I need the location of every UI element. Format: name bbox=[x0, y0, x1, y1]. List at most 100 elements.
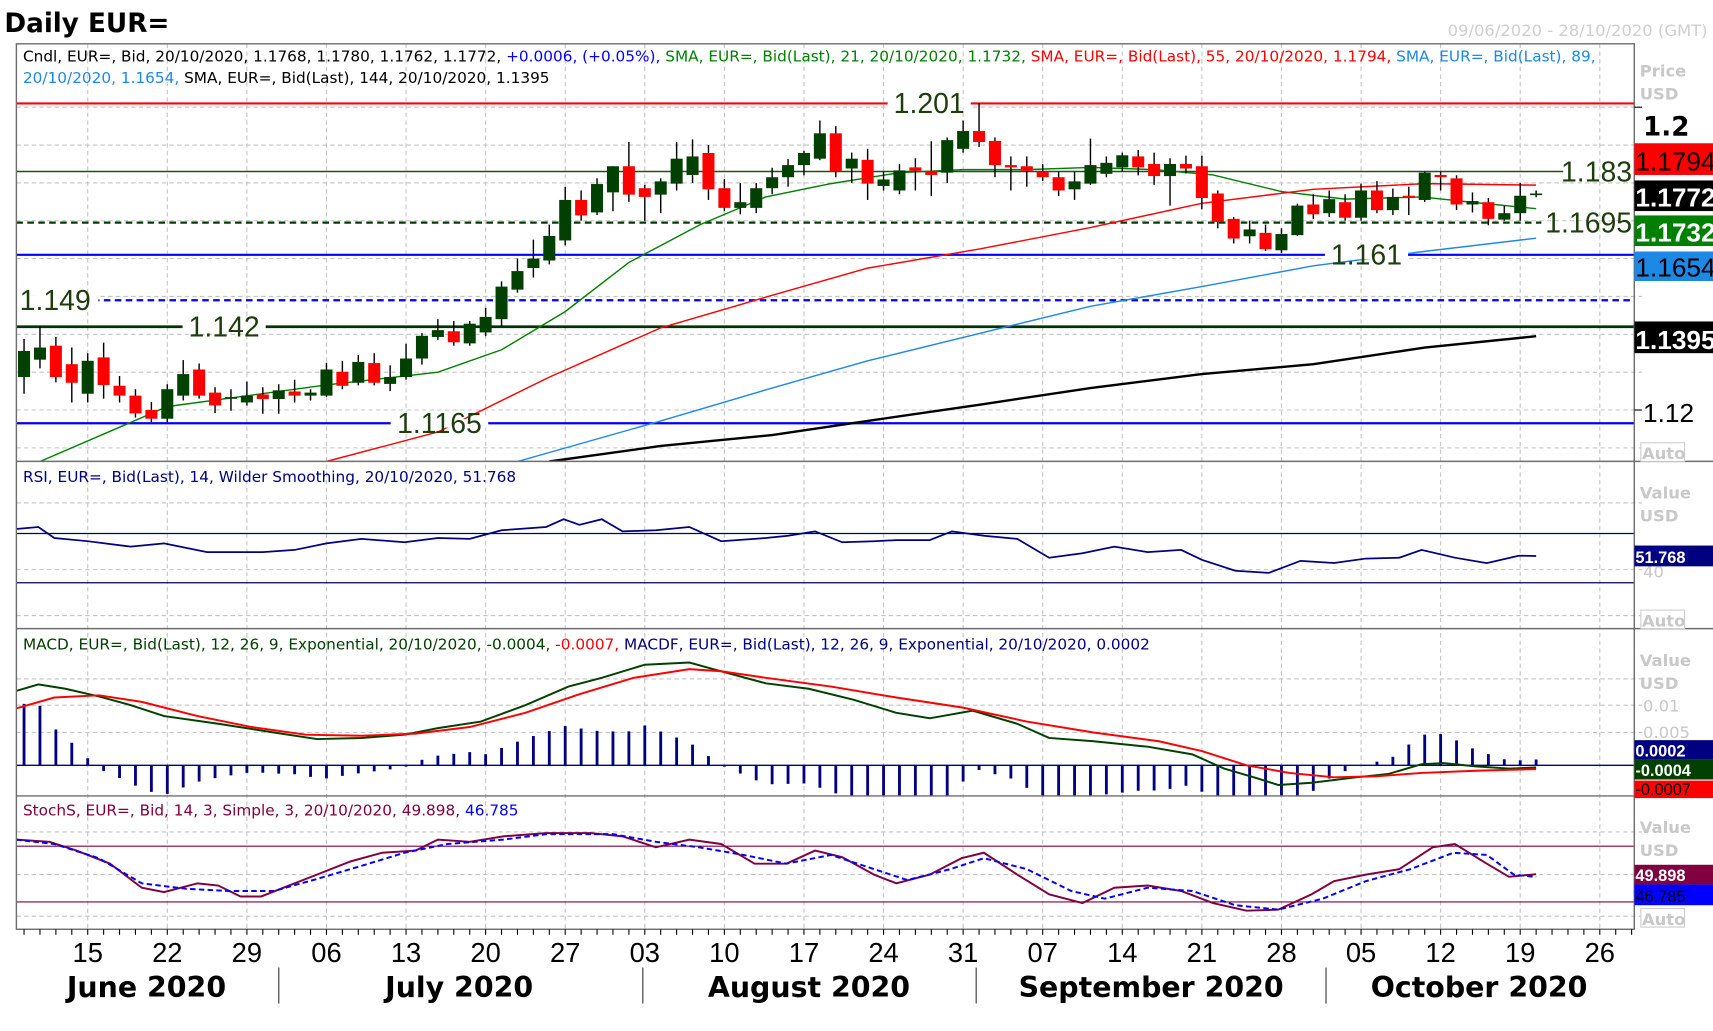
candle-body-down bbox=[97, 357, 110, 386]
candle bbox=[447, 321, 460, 346]
chart-title: Daily EUR= bbox=[4, 9, 169, 39]
candle bbox=[750, 182, 763, 214]
candle bbox=[559, 186, 572, 246]
label-gap bbox=[887, 99, 971, 108]
rsi-axis-title: Value bbox=[1640, 484, 1691, 503]
candle bbox=[766, 167, 779, 195]
auto-label: Auto bbox=[1642, 611, 1685, 630]
candle bbox=[1450, 175, 1463, 211]
candle bbox=[400, 343, 413, 380]
candle-body-down bbox=[49, 345, 62, 378]
candle-body-up bbox=[177, 374, 190, 396]
candle bbox=[1466, 192, 1479, 213]
sma-55-line bbox=[326, 182, 1537, 462]
x-tick-label: 20 bbox=[470, 937, 500, 968]
candle-body-up bbox=[1530, 193, 1543, 196]
candle bbox=[861, 148, 874, 200]
candle bbox=[1116, 152, 1129, 172]
price-value-box bbox=[1634, 143, 1713, 175]
candle bbox=[670, 142, 683, 191]
candle-body-down bbox=[925, 170, 938, 175]
month-label-september: September 2020 bbox=[1019, 971, 1284, 1004]
stoch-auto-button[interactable]: Auto bbox=[1640, 907, 1686, 929]
candle-body-up bbox=[559, 199, 572, 241]
candle-body-up bbox=[1514, 195, 1527, 214]
candle-body-down bbox=[336, 371, 349, 386]
legend-segment: 46.785 bbox=[460, 802, 518, 820]
rsi-legend: RSI, EUR=, Bid(Last), 14, Wilder Smoothi… bbox=[23, 468, 516, 486]
candle-body-up bbox=[431, 330, 444, 337]
candle bbox=[97, 342, 110, 399]
candle bbox=[479, 307, 492, 337]
candle-body-up bbox=[670, 158, 683, 184]
candle-body-up bbox=[766, 177, 779, 189]
label-gap bbox=[182, 322, 266, 332]
candle-body-up bbox=[320, 369, 333, 396]
price-auto-button[interactable]: Auto bbox=[1640, 442, 1686, 463]
macd-axis-title: Value bbox=[1640, 651, 1691, 670]
candle bbox=[1243, 220, 1256, 244]
candle-body-up bbox=[1418, 172, 1431, 200]
x-tick-label: 10 bbox=[709, 937, 739, 968]
candle bbox=[1211, 190, 1224, 229]
macd-value-box bbox=[1634, 740, 1713, 760]
stoch-legend: StochS, EUR=, Bid, 14, 3, Simple, 3, 20/… bbox=[23, 802, 519, 820]
candle-body-up bbox=[1386, 196, 1399, 211]
candle bbox=[1164, 158, 1177, 206]
candle-body-down bbox=[861, 159, 874, 184]
candle bbox=[1434, 171, 1447, 191]
level-label: 1.149 bbox=[20, 285, 91, 317]
sma-144-line bbox=[549, 335, 1537, 462]
candle-body-up bbox=[845, 158, 858, 169]
candle bbox=[1036, 163, 1049, 182]
candle bbox=[1530, 190, 1543, 198]
candle bbox=[272, 384, 285, 414]
x-tick-label: 24 bbox=[868, 937, 898, 968]
candle-body-up bbox=[1355, 190, 1368, 218]
candle bbox=[909, 158, 922, 191]
candle bbox=[224, 389, 237, 411]
candle-body-down bbox=[1227, 218, 1240, 239]
price-value-label: 1.1732 bbox=[1635, 218, 1713, 248]
price-axis-unit: USD bbox=[1640, 85, 1679, 104]
candle bbox=[384, 365, 397, 392]
candle-body-down bbox=[1132, 156, 1145, 168]
candle-body-up bbox=[495, 286, 508, 320]
candle bbox=[1482, 198, 1495, 226]
candle-body-down bbox=[1148, 163, 1161, 177]
candle bbox=[49, 336, 62, 383]
candle bbox=[1020, 156, 1033, 187]
rsi-auto-button[interactable]: Auto bbox=[1640, 609, 1686, 630]
candle-body-down bbox=[1179, 163, 1192, 169]
candle bbox=[1100, 156, 1113, 178]
candle bbox=[1179, 155, 1192, 174]
rsi-line bbox=[16, 518, 1537, 574]
candle bbox=[288, 379, 301, 403]
candle-body-down bbox=[575, 199, 588, 216]
candle bbox=[193, 363, 206, 399]
x-tick-label: 03 bbox=[630, 937, 660, 968]
candle bbox=[304, 389, 317, 401]
candle-body-down bbox=[718, 188, 731, 208]
candlesticks bbox=[18, 103, 1543, 423]
legend-segment: SMA, EUR=, Bid(Last), 89, bbox=[1391, 47, 1595, 65]
price-axis-title: Price bbox=[1640, 62, 1687, 81]
candle bbox=[893, 163, 906, 195]
auto-label: Auto bbox=[1642, 444, 1685, 463]
candle-body-up bbox=[415, 335, 428, 359]
candle-body-up bbox=[33, 347, 46, 360]
price-value-box bbox=[1634, 180, 1713, 212]
candle-body-down bbox=[447, 331, 460, 343]
candle-body-up bbox=[1291, 205, 1304, 236]
x-tick-label: 17 bbox=[789, 937, 819, 968]
rsi-value-label: 51.768 bbox=[1635, 549, 1685, 567]
month-label-august: August 2020 bbox=[708, 971, 910, 1004]
price-legend-line1: Cndl, EUR=, Bid, 20/10/2020, 1.1768, 1.1… bbox=[23, 47, 1596, 65]
candle-body-down bbox=[1259, 232, 1272, 250]
candle-body-down bbox=[829, 133, 842, 172]
candle bbox=[352, 355, 365, 386]
candle-body-down bbox=[256, 394, 269, 400]
x-tick-label: 12 bbox=[1425, 937, 1455, 968]
candle bbox=[575, 190, 588, 221]
